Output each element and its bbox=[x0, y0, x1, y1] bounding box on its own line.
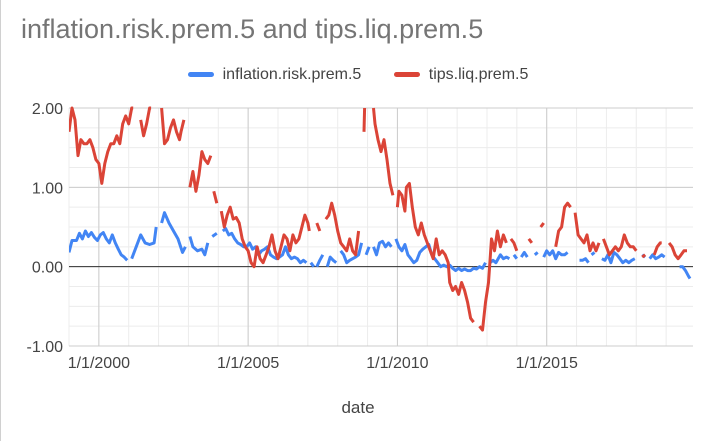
series-line-tips-liq-prem bbox=[478, 229, 508, 332]
series-line-inflation-risk-prem bbox=[315, 254, 325, 268]
series-line-inflation-risk-prem bbox=[520, 250, 529, 258]
series-line-tips-liq-prem bbox=[212, 190, 219, 204]
x-axis-title: date bbox=[341, 398, 375, 417]
series-line-inflation-risk-prem bbox=[533, 251, 539, 256]
series-line-tips-liq-prem bbox=[160, 107, 186, 146]
legend-label: tips.liq.prem.5 bbox=[428, 65, 529, 83]
x-tick-label: 1/1/2015 bbox=[516, 355, 578, 372]
series-line-inflation-risk-prem bbox=[160, 211, 187, 254]
series-line-inflation-risk-prem bbox=[372, 239, 393, 257]
legend-label: inflation.risk.prem.5 bbox=[222, 65, 362, 83]
series-line-tips-liq-prem bbox=[139, 106, 152, 138]
series-line-tips-liq-prem bbox=[324, 201, 361, 257]
series-line-tips-liq-prem bbox=[69, 106, 134, 185]
series-line-tips-liq-prem bbox=[219, 205, 311, 269]
series-line-tips-liq-prem bbox=[509, 238, 519, 252]
series-line-tips-liq-prem bbox=[395, 181, 475, 324]
series-line-inflation-risk-prem bbox=[211, 232, 218, 238]
x-tick-label: 1/1/2000 bbox=[68, 355, 130, 372]
series-line-inflation-risk-prem bbox=[309, 261, 315, 268]
series-line-inflation-risk-prem bbox=[679, 265, 692, 280]
series-line-inflation-risk-prem bbox=[188, 236, 210, 257]
legend-item-tips-liq-prem[interactable]: tips.liq.prem.5 bbox=[393, 65, 529, 84]
series-line-tips-liq-prem bbox=[188, 150, 213, 193]
series-line-inflation-risk-prem bbox=[394, 238, 487, 273]
series-line-tips-liq-prem bbox=[315, 222, 322, 232]
series-line-inflation-risk-prem bbox=[579, 257, 590, 264]
legend-swatch-blue bbox=[187, 72, 214, 77]
series-line-tips-liq-prem bbox=[527, 238, 533, 244]
x-tick-label: 1/1/2010 bbox=[366, 355, 428, 372]
legend-item-inflation-risk-prem[interactable]: inflation.risk.prem.5 bbox=[187, 65, 362, 84]
series-line-inflation-risk-prem bbox=[364, 246, 371, 256]
series-line-inflation-risk-prem bbox=[221, 227, 308, 265]
series-line-tips-liq-prem bbox=[652, 241, 662, 256]
legend: inflation.risk.prem.5 tips.liq.prem.5 bbox=[1, 64, 714, 84]
x-tick-label: 1/1/2005 bbox=[217, 355, 279, 372]
series-line-tips-liq-prem bbox=[601, 233, 638, 257]
legend-swatch-red bbox=[393, 72, 420, 77]
y-tick-label: 2.00 bbox=[32, 101, 63, 118]
series-line-inflation-risk-prem bbox=[339, 242, 364, 265]
y-tick-label: 0.00 bbox=[32, 260, 63, 277]
series-line-inflation-risk-prem bbox=[542, 249, 569, 261]
y-tick-label: 1.00 bbox=[32, 180, 63, 197]
series-line-inflation-risk-prem bbox=[130, 226, 158, 260]
series-line-tips-liq-prem bbox=[667, 241, 687, 261]
series-line-inflation-risk-prem bbox=[512, 253, 519, 260]
series-line-tips-liq-prem bbox=[372, 107, 395, 196]
series-line-tips-liq-prem bbox=[641, 253, 647, 259]
series-line-tips-liq-prem bbox=[539, 222, 545, 228]
series-line-inflation-risk-prem bbox=[590, 251, 596, 256]
series-line-tips-liq-prem bbox=[554, 201, 572, 248]
series-line-inflation-risk-prem bbox=[325, 255, 338, 268]
y-tick-label: -1.00 bbox=[27, 339, 64, 356]
series-line-tips-liq-prem bbox=[573, 212, 601, 253]
series-line-tips-liq-prem bbox=[362, 107, 367, 132]
series-line-inflation-risk-prem bbox=[601, 250, 636, 265]
series-line-inflation-risk-prem bbox=[648, 253, 666, 261]
series-line-inflation-risk-prem bbox=[489, 253, 511, 265]
chart-title: inflation.risk.prem.5 and tips.liq.prem.… bbox=[21, 14, 484, 44]
series-line-inflation-risk-prem bbox=[69, 229, 129, 262]
